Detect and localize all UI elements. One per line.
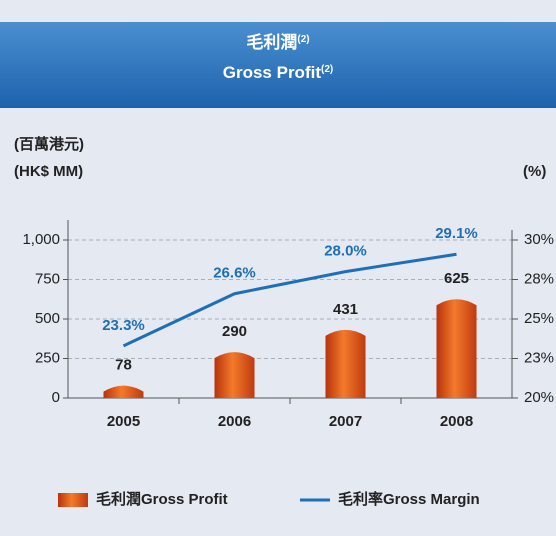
y2-tick-label: 23% <box>524 349 554 366</box>
bar <box>326 330 366 398</box>
data-label: 29.1% <box>435 225 478 242</box>
y-tick-label: 250 <box>35 349 60 366</box>
y2-tick-label: 25% <box>524 310 554 327</box>
x-tick-label: 2006 <box>218 413 251 430</box>
data-label: 290 <box>222 323 247 340</box>
y-axis-label: (百萬港元) <box>14 135 84 153</box>
bar <box>215 352 255 398</box>
y2-tick-label: 20% <box>524 389 554 406</box>
y-axis-label: (HK$ MM) <box>14 163 83 180</box>
legend-label: 毛利率Gross Margin <box>338 490 480 508</box>
data-label: 625 <box>444 270 469 287</box>
bar <box>437 299 477 398</box>
data-label: 78 <box>115 357 132 374</box>
bar <box>104 386 144 398</box>
x-tick-label: 2008 <box>440 413 473 430</box>
x-tick-label: 2005 <box>107 413 140 430</box>
y-tick-label: 750 <box>35 270 60 287</box>
data-label: 28.0% <box>324 243 367 260</box>
x-tick-label: 2007 <box>329 413 362 430</box>
legend-label: 毛利潤Gross Profit <box>96 490 228 508</box>
y-tick-label: 1,000 <box>22 231 60 248</box>
y2-tick-label: 28% <box>524 270 554 287</box>
y-tick-label: 500 <box>35 310 60 327</box>
y-tick-label: 0 <box>52 389 60 406</box>
data-label: 431 <box>333 301 358 318</box>
y2-axis-label: (%) <box>523 163 546 180</box>
chart: 毛利潤(2) Gross Profit(2) (百萬港元) (HK$ MM) (… <box>0 0 556 536</box>
legend-swatch <box>58 493 88 507</box>
data-label: 26.6% <box>213 265 256 282</box>
chart-subtitle: Gross Profit(2) <box>223 63 333 82</box>
data-label: 23.3% <box>102 317 145 334</box>
line <box>124 254 457 346</box>
y2-tick-label: 30% <box>524 231 554 248</box>
